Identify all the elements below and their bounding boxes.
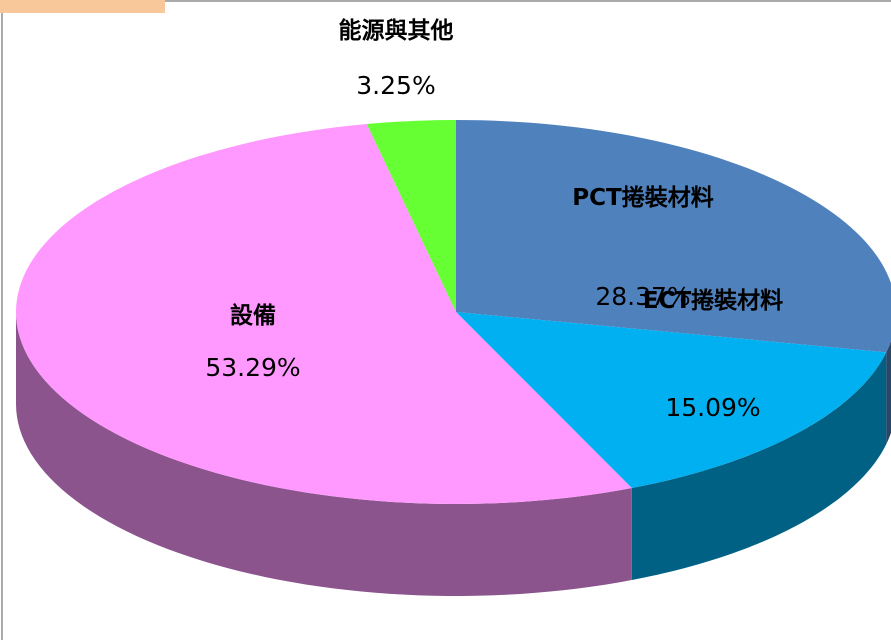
slice-label: 能源與其他: [338, 18, 454, 44]
slice-label: ECT捲裝材料: [642, 288, 784, 314]
pie-sides: [16, 312, 891, 596]
slice-label: PCT捲裝材料: [572, 185, 714, 211]
slice-value-label: 15.09%: [665, 393, 761, 422]
slice-side: [16, 312, 632, 596]
pie-slice: [16, 123, 632, 504]
header-tab: [0, 0, 165, 13]
slice-value-label: 28.37%: [595, 282, 691, 311]
slice-side: [886, 340, 891, 445]
pie-slice: [366, 120, 456, 312]
slice-value-label: 53.29%: [205, 353, 301, 382]
slice-label: 設備: [230, 303, 276, 329]
slice-side: [631, 352, 887, 581]
pie-slice: [456, 120, 891, 353]
pie-slice: [456, 312, 887, 489]
slice-value-label: 3.25%: [356, 71, 436, 100]
